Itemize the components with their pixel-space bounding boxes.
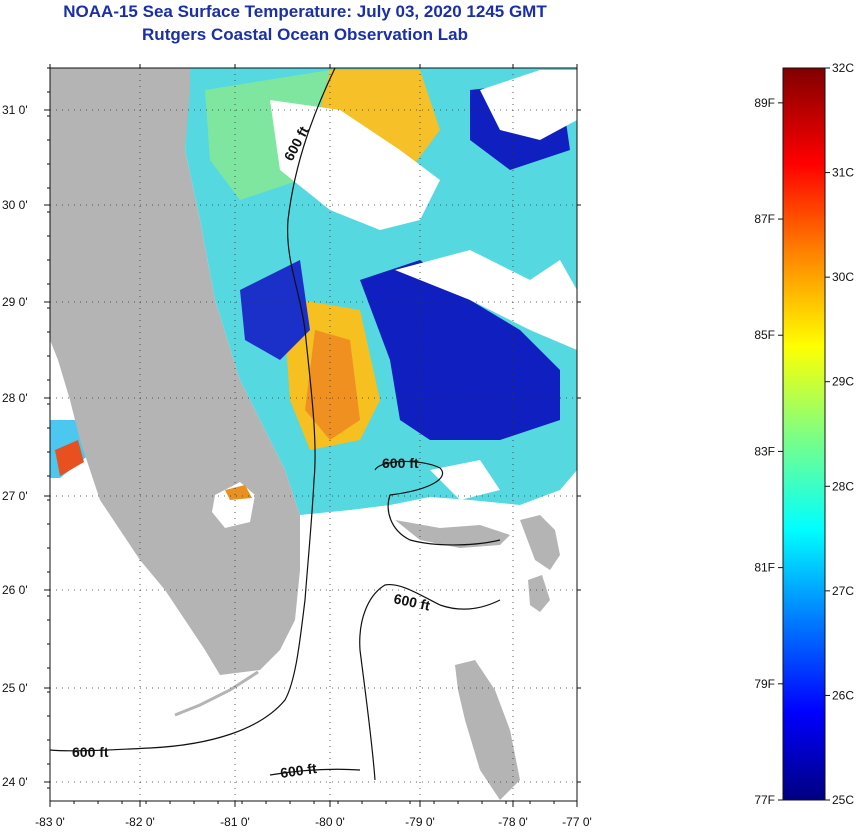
land-eleuthera (528, 575, 550, 612)
sst-cold-east (360, 260, 560, 440)
lon-tick-label: -82 0' (125, 815, 155, 829)
cb-label-celsius: 29C (832, 375, 854, 389)
contour-label-southwest: 600 ft (72, 744, 109, 760)
lat-tick-label: 27 0' (2, 489, 28, 503)
graticule (50, 68, 577, 801)
lon-tick-label: -78 0' (498, 815, 528, 829)
cb-label-celsius: 26C (832, 688, 854, 702)
lon-tick-label: -81 0' (220, 815, 250, 829)
contour-label-keys: 600 ft (279, 760, 318, 781)
cb-label-fahrenheit: 77F (754, 793, 775, 807)
isobath-600ft-south (359, 583, 501, 781)
lon-tick-label: -83 0' (35, 815, 65, 829)
colorbar (782, 67, 826, 801)
lat-tick-label: 28 0' (2, 391, 28, 405)
cb-label-fahrenheit: 83F (754, 444, 775, 458)
lon-tick-label: -79 0' (405, 815, 435, 829)
isobath-600ft-east (50, 68, 336, 752)
cb-label-fahrenheit: 87F (754, 212, 775, 226)
lon-tick-label: -77 0' (562, 815, 592, 829)
cb-label-celsius: 30C (832, 270, 854, 284)
map-subtitle: Rutgers Coastal Ocean Observation Lab (142, 25, 468, 44)
cloud-mask-3 (480, 70, 577, 140)
contour-label-bahamas: 600 ft (382, 455, 419, 471)
sst-patch-gulf-warm (55, 440, 84, 476)
florida-keys (174, 670, 259, 717)
cb-label-celsius: 27C (832, 584, 854, 598)
lake-warm-patch (225, 485, 252, 500)
cloud-mask-1 (270, 100, 440, 230)
cb-label-celsius: 32C (832, 61, 854, 75)
land-andros (455, 660, 520, 800)
lat-tick-label: 26 0' (2, 583, 28, 597)
lat-tick-label: 31 0' (2, 103, 28, 117)
lat-tick-label: 29 0' (2, 295, 28, 309)
lat-tick-label: 30 0' (2, 198, 28, 212)
tick-labels: -83 0' -82 0' -81 0' -80 0' -79 0' -78 0' -77 … (2, 103, 592, 829)
map-title: NOAA-15 Sea Surface Temperature: July 03… (63, 2, 547, 21)
map-content (50, 68, 577, 800)
cloud-mask-2 (395, 250, 577, 350)
cb-label-fahrenheit: 89F (754, 96, 775, 110)
cloud-mask-4 (430, 460, 500, 500)
cb-label-fahrenheit: 81F (754, 561, 775, 575)
cb-label-celsius: 25C (832, 793, 854, 807)
lat-tick-label: 24 0' (2, 775, 28, 789)
contour-label-south: 600 ft (392, 590, 431, 613)
colorbar-labels: 32C 31C 30C 29C 28C 27C 26C 25C 89F 87F 85F 83F 81F 7… (754, 61, 854, 807)
cb-label-fahrenheit: 85F (754, 328, 775, 342)
sst-core-orange (305, 330, 360, 440)
cb-label-celsius: 31C (832, 166, 854, 180)
sst-cold-west (240, 260, 310, 360)
land-grand-bahama (395, 520, 510, 548)
lon-tick-label: -80 0' (315, 815, 345, 829)
cb-label-celsius: 28C (832, 479, 854, 493)
isobath-600ft-keys (269, 768, 361, 776)
isobath-600ft-bahamas (374, 460, 501, 546)
land-abaco (520, 515, 560, 570)
lat-tick-label: 25 0' (2, 681, 28, 695)
tick-marks (44, 64, 581, 807)
sst-north-warm (320, 70, 440, 170)
cb-label-fahrenheit: 79F (754, 677, 775, 691)
